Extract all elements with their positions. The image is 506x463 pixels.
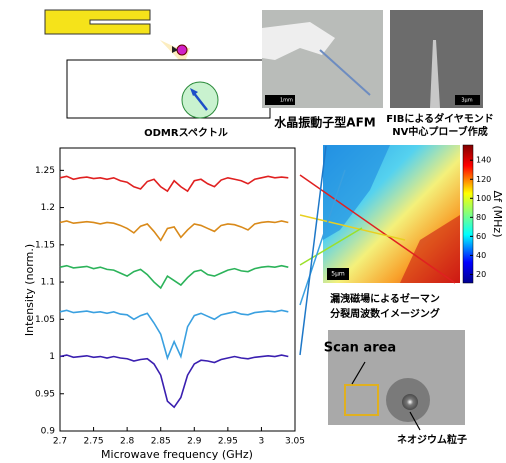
heatmap bbox=[323, 145, 460, 283]
y-tick-label: 1.1 bbox=[41, 278, 55, 288]
colorbar-tick-label: 100 bbox=[476, 194, 491, 203]
series-line bbox=[60, 310, 288, 358]
scale-label: 3μm bbox=[461, 98, 472, 104]
colorbar-tick-label: 20 bbox=[476, 270, 486, 279]
y-tick-label: 1.15 bbox=[35, 240, 55, 250]
caption: NV中心プローブ作成 bbox=[392, 125, 488, 138]
colorbar-tick-label: 140 bbox=[476, 156, 491, 165]
y-tick-label: 1.05 bbox=[35, 315, 55, 325]
x-tick-label: 2.9 bbox=[187, 437, 202, 447]
x-tick-label: 2.7 bbox=[53, 437, 67, 447]
series-line bbox=[60, 176, 288, 191]
y-tick-label: 0.9 bbox=[41, 427, 56, 437]
x-axis-label: Microwave frequency (GHz) bbox=[101, 448, 253, 461]
x-tick-label: 2.95 bbox=[218, 437, 238, 447]
caption: 漏洩磁場によるゼーマン bbox=[330, 292, 440, 305]
colorbar bbox=[463, 145, 473, 283]
chart-title: ODMRスペクトル bbox=[144, 127, 228, 139]
plot-frame bbox=[60, 148, 295, 431]
y-tick-label: 0.95 bbox=[35, 389, 55, 399]
scale-label: 1mm bbox=[280, 98, 293, 104]
afm-photo bbox=[262, 10, 383, 108]
y-tick-label: 1 bbox=[49, 352, 55, 362]
caption: FIBによるダイヤモンド bbox=[386, 112, 494, 125]
series-line bbox=[60, 221, 288, 240]
x-tick-label: 2.75 bbox=[84, 437, 104, 447]
y-tick-label: 1.2 bbox=[41, 203, 55, 213]
scan-area-label: Scan area bbox=[324, 341, 396, 356]
caption: 分裂周波数イメージング bbox=[330, 307, 440, 320]
caption: 水晶振動子型AFM bbox=[274, 115, 375, 130]
caption: ネオジウム粒子 bbox=[397, 433, 467, 446]
colorbar-tick-label: 40 bbox=[476, 251, 486, 260]
y-tick-label: 1.25 bbox=[35, 166, 55, 176]
series-line bbox=[60, 266, 288, 288]
series-line bbox=[60, 355, 288, 407]
schematic bbox=[45, 10, 270, 118]
colorbar-tick-label: 80 bbox=[476, 213, 486, 222]
x-tick-label: 2.8 bbox=[120, 437, 135, 447]
colorbar-label: Δf (MHz) bbox=[491, 190, 504, 237]
x-tick-label: 2.85 bbox=[151, 437, 171, 447]
x-tick-label: 3.05 bbox=[285, 437, 305, 447]
scale-label: 5μm bbox=[331, 271, 345, 278]
colorbar-tick-label: 120 bbox=[476, 175, 491, 184]
x-tick-label: 3 bbox=[259, 437, 265, 447]
colorbar-tick-label: 60 bbox=[476, 232, 486, 241]
figure: 1mm 水晶振動子型AFM 3μm FIBによるダイヤモンド NV中心プローブ作… bbox=[0, 0, 506, 463]
fib-photo bbox=[390, 10, 483, 108]
